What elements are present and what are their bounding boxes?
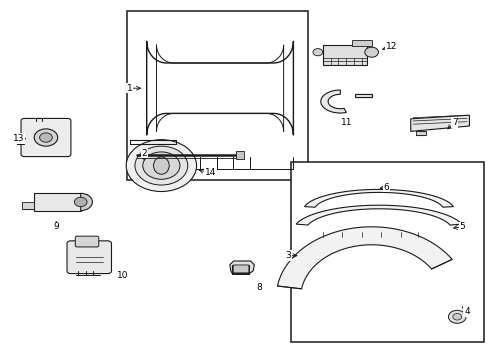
Circle shape: [40, 133, 52, 142]
Polygon shape: [229, 261, 254, 274]
Text: 14: 14: [204, 168, 216, 177]
Bar: [290, 162, 483, 342]
Text: 12: 12: [385, 42, 396, 51]
Bar: [22, 202, 34, 209]
Text: 8: 8: [256, 284, 262, 292]
Text: 1: 1: [126, 84, 132, 93]
Wedge shape: [81, 193, 92, 211]
Text: 7: 7: [451, 118, 457, 127]
Text: 2: 2: [141, 149, 147, 158]
Polygon shape: [277, 227, 451, 289]
Circle shape: [142, 152, 180, 179]
Text: 3: 3: [285, 251, 291, 260]
Bar: [34, 193, 81, 211]
Text: 11: 11: [341, 118, 352, 127]
FancyBboxPatch shape: [21, 118, 71, 157]
Polygon shape: [139, 159, 159, 174]
Bar: [127, 11, 307, 180]
Circle shape: [126, 140, 196, 192]
Circle shape: [74, 197, 87, 207]
Text: 10: 10: [116, 271, 128, 280]
Bar: [351, 40, 371, 46]
Text: 4: 4: [463, 307, 469, 316]
Ellipse shape: [153, 157, 169, 174]
Circle shape: [34, 129, 58, 146]
Text: 5: 5: [458, 222, 464, 231]
Circle shape: [312, 49, 322, 56]
Polygon shape: [304, 189, 452, 207]
Polygon shape: [410, 115, 468, 131]
Text: 9: 9: [53, 222, 59, 231]
FancyBboxPatch shape: [75, 236, 99, 247]
Bar: [322, 45, 366, 65]
Polygon shape: [295, 205, 461, 225]
Circle shape: [452, 314, 461, 320]
Text: 13: 13: [13, 134, 24, 143]
Text: 6: 6: [383, 183, 388, 192]
Circle shape: [135, 146, 187, 185]
Polygon shape: [320, 90, 346, 113]
FancyBboxPatch shape: [233, 265, 248, 273]
Bar: [235, 151, 243, 159]
Circle shape: [364, 47, 378, 57]
Bar: [415, 131, 426, 135]
Polygon shape: [354, 94, 371, 97]
Circle shape: [447, 310, 465, 323]
FancyBboxPatch shape: [67, 241, 111, 274]
